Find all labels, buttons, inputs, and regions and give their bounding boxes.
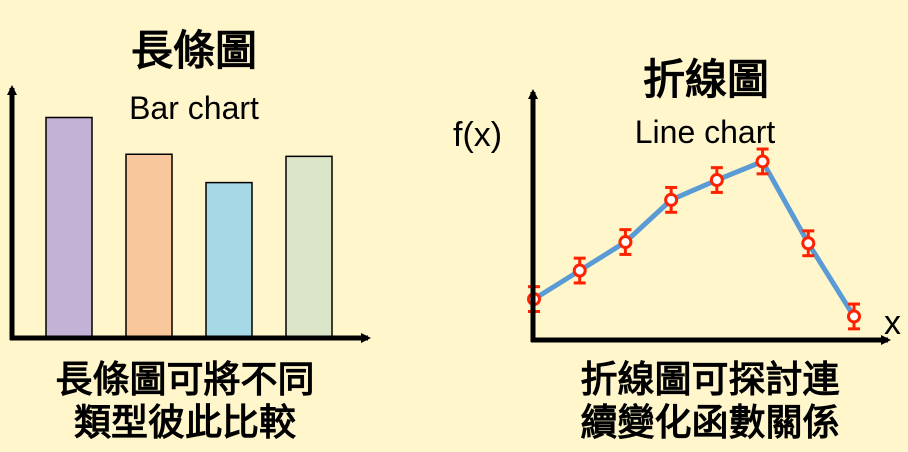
line-caption-line1: 折線圖可探討連 [580, 358, 840, 401]
point-marker [618, 235, 633, 250]
series-line [532, 158, 857, 318]
point-marker [847, 309, 861, 324]
data-point-6 [755, 147, 770, 176]
data-point-5 [709, 166, 724, 194]
x-axis-label: x [884, 304, 901, 342]
data-point-7 [801, 229, 816, 258]
bar-chart [45, 116, 333, 339]
bar-3 [205, 181, 253, 339]
bar-chart-subtitle: Bar chart [129, 90, 259, 126]
bar-caption-line1: 長條圖可將不同 [55, 358, 315, 401]
point-marker [572, 263, 587, 278]
point-marker [801, 236, 816, 251]
bar-chart-title: 長條圖 [130, 26, 257, 75]
point-marker [709, 173, 724, 188]
bar-2 [125, 153, 173, 339]
point-marker [755, 154, 770, 169]
y-axis-label: f(x) [453, 116, 503, 154]
data-point-4 [664, 185, 679, 214]
line-chart [527, 147, 861, 331]
data-point-3 [618, 228, 633, 256]
line-caption-line2: 續變化函數關係 [580, 401, 840, 444]
bar-caption-line2: 類型彼此比較 [74, 401, 296, 444]
line-chart-title: 折線圖 [642, 55, 769, 104]
data-point-8 [847, 302, 861, 331]
bar-4 [285, 155, 333, 339]
bar-1 [45, 116, 93, 339]
point-marker [664, 192, 679, 207]
line-chart-subtitle: Line chart [634, 114, 776, 150]
data-point-2 [572, 256, 587, 285]
